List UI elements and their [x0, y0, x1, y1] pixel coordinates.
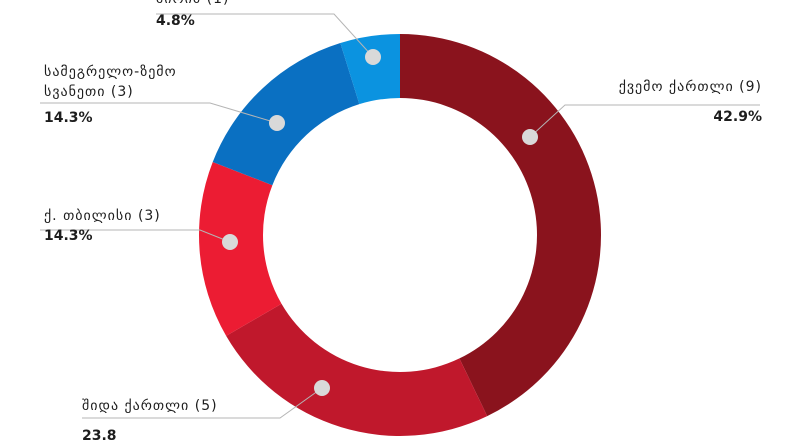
leader-line — [82, 387, 323, 419]
label-kvemo-kartli: ქვემო ქართლი (9) 42.9% — [619, 77, 762, 127]
leader-line — [156, 13, 374, 58]
slice-percent: 14.3% — [44, 228, 93, 244]
donut-slice — [212, 43, 360, 186]
label-shida-kartli: შიდა ქართლი (5) 23.8 — [82, 396, 218, 446]
slice-percent: 42.9% — [713, 109, 762, 125]
slice-marker-dot — [522, 129, 538, 145]
label-tbilisi: ქ. თბილისი (3) 14.3% — [44, 206, 161, 246]
slice-name-line-2: სვანეთი (3) — [44, 84, 134, 100]
donut-slice — [199, 161, 282, 336]
slice-name: ქვემო ქართლი (9) — [618, 79, 762, 95]
donut-slice — [340, 34, 400, 105]
leader-line — [40, 102, 278, 124]
slice-name: შიდა ქართლი (5) — [82, 398, 218, 414]
slice-percent: 23.8 — [82, 428, 117, 444]
slice-percent: 14.3% — [44, 110, 93, 126]
slice-name: ქ. თბილისი (3) — [44, 208, 161, 224]
leader-line — [40, 229, 231, 243]
label-other: შირიმ (1) 4.8% — [156, 0, 229, 31]
slice-percent: 4.8% — [156, 13, 195, 29]
slice-marker-dot — [269, 115, 285, 131]
donut-slice — [400, 34, 602, 417]
donut-slice — [226, 303, 488, 437]
leader-line — [529, 104, 760, 138]
slice-name-line-1: სამეგრელო-ზემო — [44, 64, 177, 80]
label-samegrelo: სამეგრელო-ზემო სვანეთი (3) 14.3% — [44, 62, 177, 128]
slice-marker-dot — [365, 49, 381, 65]
slice-marker-dot — [222, 234, 238, 250]
slice-marker-dot — [314, 380, 330, 396]
slice-name: შირიმ (1) — [156, 0, 229, 9]
